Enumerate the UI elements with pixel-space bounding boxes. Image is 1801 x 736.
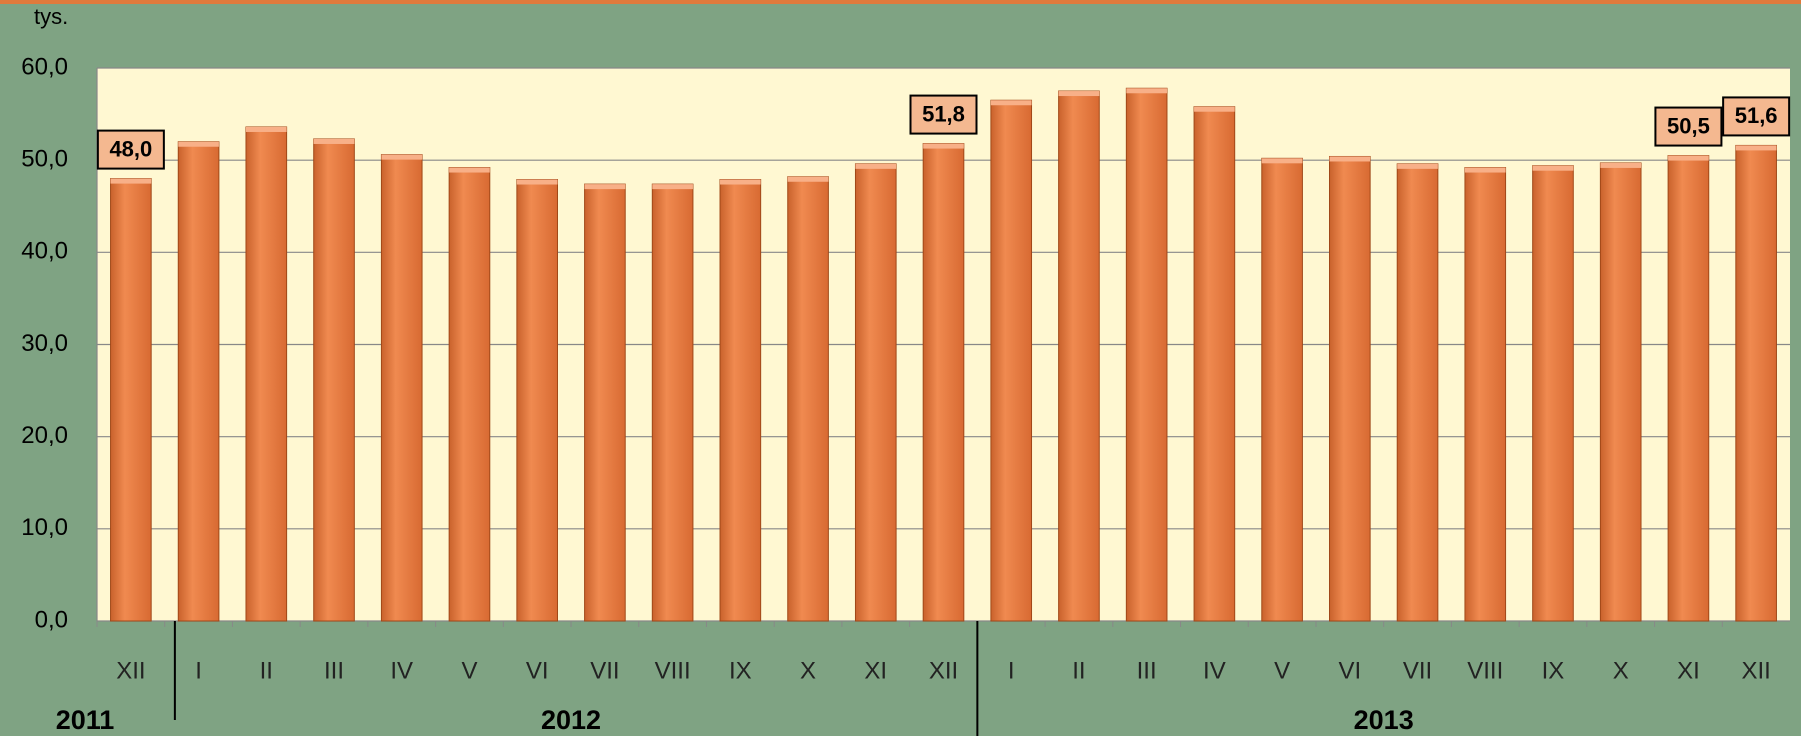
bar-cap (1735, 145, 1777, 151)
x-tick-label: I (195, 657, 202, 684)
x-tick-label: X (800, 657, 816, 684)
x-tick-label: IV (390, 657, 413, 684)
value-label-box (909, 94, 978, 135)
bar (651, 183, 694, 622)
bar (1532, 165, 1574, 622)
x-tick-label: I (1008, 657, 1015, 684)
year-label: 2013 (1354, 705, 1414, 735)
bar-cap (245, 126, 287, 132)
bar (110, 178, 152, 622)
x-tick-label: IV (1203, 657, 1226, 684)
unit-label: tys. (34, 4, 68, 29)
bar-cap (1058, 91, 1100, 97)
x-tick-label: VIII (655, 657, 691, 684)
bar (1193, 106, 1236, 622)
value-label: 51,6 (1735, 103, 1778, 128)
x-tick-label: III (324, 657, 344, 684)
bar-cap (1329, 156, 1371, 162)
bar (1261, 157, 1303, 622)
bar (854, 163, 897, 622)
bar (1599, 162, 1642, 622)
bar (245, 126, 288, 622)
bar-cap (1397, 163, 1438, 169)
x-tick-label: V (1274, 657, 1290, 684)
x-tick-label: VII (590, 657, 619, 684)
x-tick-label: V (461, 657, 477, 684)
value-label: 51,8 (922, 101, 965, 126)
bar-cap (855, 163, 897, 169)
bar-cap (381, 154, 423, 160)
bar-cap (652, 184, 693, 190)
bar (1329, 155, 1371, 622)
x-tick-label: VI (526, 657, 549, 684)
bar-cap (787, 176, 829, 182)
y-tick-label: 60,0 (21, 53, 68, 80)
year-label: 2012 (541, 705, 601, 735)
bar-cap (1126, 88, 1167, 94)
bar-cap (110, 178, 152, 184)
y-tick-label: 40,0 (21, 238, 68, 265)
bar-cap (1668, 155, 1709, 161)
bar-cap (720, 179, 761, 185)
y-tick-label: 20,0 (21, 422, 68, 449)
x-tick-label: XII (929, 657, 958, 684)
bar (1396, 163, 1439, 622)
bar (448, 167, 491, 622)
x-tick-label: XII (116, 657, 145, 684)
x-tick-label: VIII (1467, 657, 1503, 684)
bar (516, 179, 558, 622)
bar (1667, 155, 1710, 622)
x-tick-label: II (260, 657, 273, 684)
bar-cap (1600, 162, 1642, 168)
value-label: 48,0 (109, 136, 152, 161)
bar (1058, 90, 1100, 622)
bar (787, 176, 829, 622)
bar-cap (1464, 167, 1506, 173)
x-tick-label: XII (1741, 657, 1770, 684)
x-tick-label: II (1072, 657, 1085, 684)
bar-cap (516, 179, 558, 185)
y-tick-label: 10,0 (21, 514, 68, 541)
x-tick-label: VI (1338, 657, 1361, 684)
y-tick-label: 50,0 (21, 146, 68, 173)
bar-cap (584, 184, 626, 190)
bar (719, 179, 762, 622)
bar-cap (1261, 158, 1303, 164)
top-border (0, 0, 1801, 4)
bar-cap (449, 167, 490, 173)
bar-cap (1532, 165, 1574, 171)
bar-cap (178, 141, 219, 147)
bar (1125, 87, 1168, 622)
bar (990, 99, 1033, 622)
year-label: 2011 (56, 705, 115, 735)
bar (1735, 144, 1777, 622)
bar-cap (923, 143, 964, 149)
y-tick-label: 0,0 (35, 606, 68, 633)
x-tick-label: VII (1403, 657, 1432, 684)
bar (313, 138, 355, 622)
bar (380, 154, 423, 622)
value-label-box (1654, 106, 1723, 147)
bar (1464, 167, 1507, 622)
x-tick-label: III (1137, 657, 1157, 684)
bar-cap (990, 100, 1032, 106)
bar (922, 143, 965, 622)
bar (584, 183, 626, 622)
bar (177, 141, 220, 622)
x-tick-label: XI (1677, 657, 1700, 684)
y-tick-label: 30,0 (21, 330, 68, 357)
value-label: 50,5 (1667, 113, 1710, 138)
bar-cap (313, 138, 355, 144)
x-tick-label: XI (864, 657, 887, 684)
x-tick-label: IX (729, 657, 752, 684)
value-label-box (96, 129, 165, 170)
x-tick-label: IX (1542, 657, 1565, 684)
bar-cap (1194, 106, 1235, 112)
x-tick-label: X (1613, 657, 1629, 684)
value-label-box (1722, 96, 1791, 137)
